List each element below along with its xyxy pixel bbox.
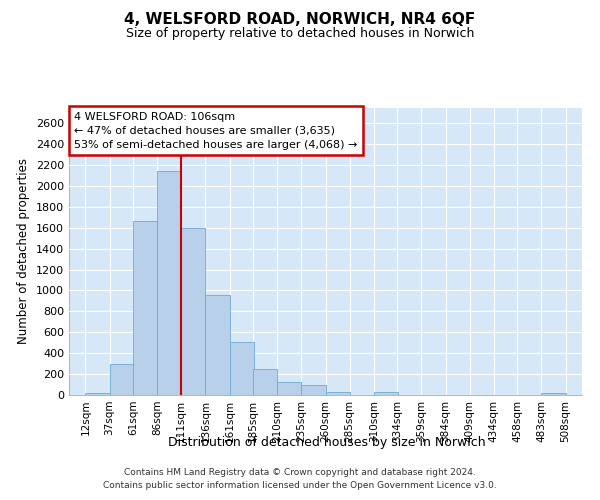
Bar <box>85 393 110 395</box>
Bar <box>205 294 230 395</box>
Text: Size of property relative to detached houses in Norwich: Size of property relative to detached ho… <box>126 28 474 40</box>
Bar <box>230 342 254 395</box>
Text: Contains HM Land Registry data © Crown copyright and database right 2024.: Contains HM Land Registry data © Crown c… <box>124 468 476 477</box>
Bar <box>301 384 325 395</box>
Bar <box>110 364 134 395</box>
Text: 4 WELSFORD ROAD: 106sqm
← 47% of detached houses are smaller (3,635)
53% of semi: 4 WELSFORD ROAD: 106sqm ← 47% of detache… <box>74 112 358 150</box>
Bar <box>541 394 566 395</box>
Y-axis label: Number of detached properties: Number of detached properties <box>17 158 31 344</box>
Text: Contains public sector information licensed under the Open Government Licence v3: Contains public sector information licen… <box>103 480 497 490</box>
Bar <box>181 228 205 395</box>
Bar <box>157 172 181 395</box>
Text: 4, WELSFORD ROAD, NORWICH, NR4 6QF: 4, WELSFORD ROAD, NORWICH, NR4 6QF <box>124 12 476 28</box>
Bar <box>133 222 157 395</box>
Bar <box>325 392 350 395</box>
Bar <box>253 369 277 395</box>
Bar <box>374 392 398 395</box>
Bar <box>277 382 301 395</box>
Text: Distribution of detached houses by size in Norwich: Distribution of detached houses by size … <box>168 436 486 449</box>
